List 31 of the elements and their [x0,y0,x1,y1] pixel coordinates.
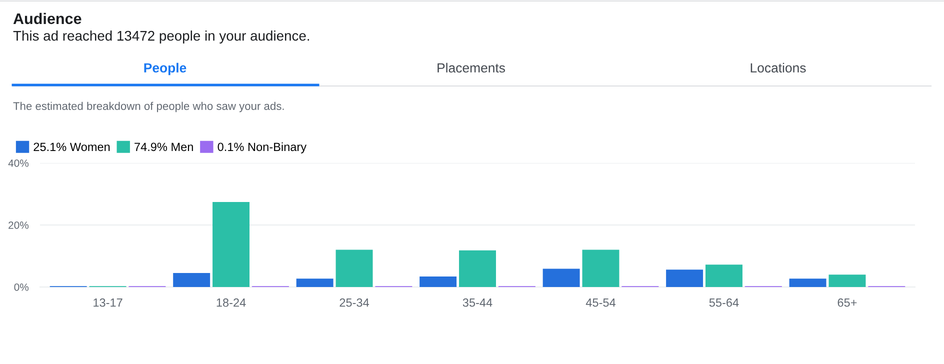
y-tick-label: 40% [8,160,29,167]
bar [705,264,742,287]
legend-label: 0.1% Non-Binary [218,142,307,154]
x-tick-label: 65+ [838,298,857,307]
bar [173,273,210,287]
chart-subtitle: This ad reached 13472 people in your audience. [13,30,310,44]
bar [459,250,496,287]
bar [666,270,704,287]
bar [296,278,334,287]
x-tick-label: 25-34 [340,298,370,307]
bar [336,250,373,287]
x-tick-label: 13-17 [94,298,122,307]
x-tick-label: 45-54 [586,298,616,307]
bar [542,268,580,287]
bar [582,250,620,287]
y-tick-label: 0% [14,284,29,291]
text: People [144,62,186,76]
bar [212,202,250,287]
legend-label: 25.1% Women [34,142,110,152]
y-tick-label: 20% [8,222,29,229]
bar [789,278,826,287]
text: Placements [438,62,505,73]
bar [420,276,457,287]
x-tick-label: 18-24 [216,298,246,307]
text: The estimated breakdown of people who saw your ads. [13,102,284,112]
text: Locations [750,62,806,73]
x-tick-label: 55-64 [709,298,739,307]
x-tick-label: 35-44 [462,298,492,307]
chart-title: Audience [13,12,82,24]
bar [828,274,866,287]
legend-label: 74.9% Men [134,142,193,152]
